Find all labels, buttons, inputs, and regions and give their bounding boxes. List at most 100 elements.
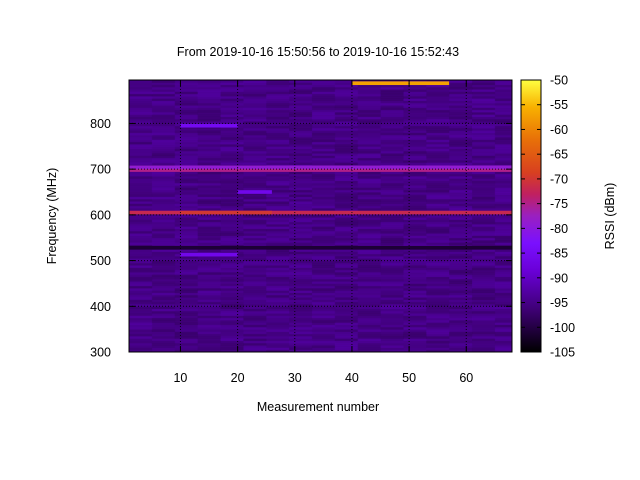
heatmap-cell [471, 251, 496, 255]
heatmap-cell [197, 180, 221, 184]
heatmap-cell [357, 313, 382, 316]
heatmap-cell [289, 128, 313, 131]
heatmap-cell [220, 201, 244, 204]
heatmap-cell [151, 262, 176, 266]
heatmap-cell [334, 333, 359, 337]
heatmap-cell [174, 148, 199, 152]
heatmap-cell [289, 349, 313, 352]
heatmap-cell [311, 134, 336, 138]
heatmap-cell [334, 105, 359, 108]
heatmap-cell [174, 288, 199, 291]
heatmap-cell [380, 116, 404, 120]
heatmap-cell [357, 253, 382, 257]
heatmap-cell [471, 219, 496, 223]
heatmap-band-peak [180, 210, 272, 215]
heatmap-cell [426, 112, 450, 115]
heatmap-cell [471, 299, 496, 303]
heatmap-cell [311, 198, 336, 202]
heatmap-cell [426, 121, 450, 124]
heatmap-cell [311, 102, 336, 106]
heatmap-cell [471, 329, 496, 332]
heatmap-cell [311, 349, 336, 352]
heatmap-cell [289, 102, 313, 106]
heatmap-cell [129, 308, 153, 312]
heatmap-cell [220, 237, 244, 241]
heatmap-cell [220, 301, 244, 305]
heatmap-cell [129, 326, 153, 330]
heatmap-cell [494, 331, 512, 335]
heatmap-cell [266, 345, 290, 348]
heatmap-cell [151, 320, 176, 323]
heatmap-cell [220, 267, 244, 271]
heatmap-cell [311, 201, 336, 204]
heatmap-cell [266, 272, 290, 275]
heatmap-cell [220, 114, 244, 118]
heatmap-cell [243, 265, 267, 268]
heatmap-cell [426, 219, 450, 223]
heatmap-cell [220, 260, 244, 264]
heatmap-cell [266, 162, 290, 166]
heatmap-cell [151, 118, 176, 122]
heatmap-cell [426, 196, 450, 200]
heatmap-cell [243, 221, 267, 225]
heatmap-cell [357, 144, 382, 147]
heatmap-cell [494, 256, 512, 259]
heatmap-cell [266, 178, 290, 182]
heatmap-cell [197, 258, 221, 262]
heatmap-cell [289, 91, 313, 95]
colorbar-ticks: -50-55-60-65-70-75-80-85-90-95-100-105 [521, 74, 575, 360]
heatmap-cell [266, 201, 290, 204]
heatmap-cell [266, 313, 290, 316]
heatmap-cell [471, 132, 496, 136]
heatmap-cell [449, 205, 473, 209]
heatmap-cell [471, 82, 496, 86]
heatmap-cell [174, 262, 199, 266]
heatmap-cell [426, 114, 450, 118]
heatmap-cell [266, 333, 290, 337]
heatmap-cell [289, 130, 313, 134]
heatmap-cell [334, 189, 359, 193]
heatmap-cell [357, 272, 382, 275]
heatmap-cell [449, 112, 473, 115]
heatmap-cell [311, 324, 336, 328]
heatmap-cell [129, 322, 153, 326]
heatmap-cell [471, 226, 496, 230]
heatmap-cell [494, 112, 512, 115]
heatmap-cell [357, 322, 382, 326]
heatmap-cell [334, 194, 359, 198]
heatmap-cell [494, 269, 512, 273]
heatmap-cell [449, 233, 473, 236]
heatmap-band [180, 123, 238, 128]
colorbar-tick-label: -105 [550, 346, 575, 360]
heatmap-cell [449, 203, 473, 207]
heatmap-cell [334, 336, 359, 339]
heatmap-cell [243, 132, 267, 136]
heatmap-cell [174, 205, 199, 209]
heatmap-cell [380, 196, 404, 200]
heatmap-cell [334, 342, 359, 346]
heatmap-cell [403, 219, 427, 223]
heatmap-cell [426, 317, 450, 321]
heatmap-cell [311, 141, 336, 145]
heatmap-cell [289, 198, 313, 202]
heatmap-cell [129, 242, 153, 246]
heatmap-cell [129, 345, 153, 348]
heatmap-cell [266, 338, 290, 342]
heatmap-cell [380, 96, 404, 99]
heatmap-cell [266, 192, 290, 195]
heatmap-cell [266, 114, 290, 118]
heatmap-cell [403, 171, 427, 175]
heatmap-cell [243, 112, 267, 115]
heatmap-cell [289, 182, 313, 186]
heatmap-cell [380, 242, 404, 246]
heatmap-cell [129, 187, 153, 191]
heatmap-cell [220, 242, 244, 246]
heatmap-cell [174, 121, 199, 124]
heatmap-cell [129, 93, 153, 97]
heatmap-cell [403, 146, 427, 150]
heatmap-cell [243, 322, 267, 326]
heatmap-cell [151, 290, 176, 294]
heatmap-cell [380, 84, 404, 88]
heatmap-cell [449, 118, 473, 122]
heatmap-cell [426, 226, 450, 230]
